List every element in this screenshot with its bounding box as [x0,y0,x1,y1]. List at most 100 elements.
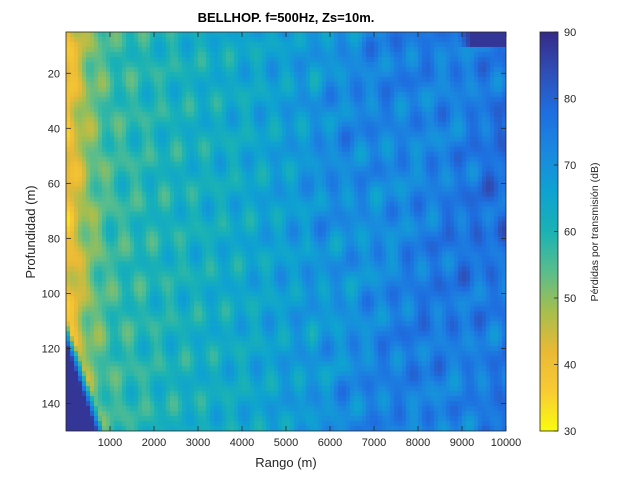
heatmap-cell [338,191,343,198]
heatmap-cell [234,136,239,143]
heatmap-cell [314,136,319,143]
heatmap-cell [174,51,179,58]
heatmap-cell [298,171,303,178]
heatmap-cell [158,256,163,263]
heatmap-cell [318,141,323,148]
heatmap-cell [422,171,427,178]
heatmap-cell [374,161,379,168]
heatmap-cell [210,126,215,133]
heatmap-cell [210,71,215,78]
heatmap-cell [426,36,431,43]
heatmap-cell [122,201,127,208]
heatmap-cell [326,211,331,218]
heatmap-cell [198,176,203,183]
heatmap-cell [290,66,295,73]
heatmap-cell [90,131,95,138]
heatmap-cell [126,61,131,68]
heatmap-cell [162,251,167,258]
heatmap-cell [66,216,71,223]
heatmap-cell [466,76,471,83]
heatmap-cell [414,131,419,138]
heatmap-cell [130,36,135,43]
heatmap-cell [154,86,159,93]
heatmap-cell [266,186,271,193]
heatmap-cell [434,231,439,238]
heatmap-cell [434,236,439,243]
heatmap-cell [126,156,131,163]
heatmap-cell [210,36,215,43]
heatmap-cell [342,236,347,243]
heatmap-cell [238,161,243,168]
heatmap-cell [454,111,459,118]
heatmap-cell [346,101,351,108]
heatmap-cell [466,251,471,258]
heatmap-cell [114,131,119,138]
heatmap-cell [194,151,199,158]
heatmap-cell [78,256,83,263]
heatmap-cell [322,211,327,218]
heatmap-cell [410,161,415,168]
heatmap-cell [150,66,155,73]
heatmap-cell [290,171,295,178]
heatmap-cell [406,51,411,58]
heatmap-cell [430,176,435,183]
heatmap-cell [350,146,355,153]
heatmap-cell [494,76,499,83]
heatmap-cell [362,201,367,208]
heatmap-cell [158,211,163,218]
heatmap-cell [474,176,479,183]
heatmap-cell [78,91,83,98]
heatmap-cell [250,121,255,128]
heatmap-cell [474,116,479,123]
heatmap-cell [334,231,339,238]
heatmap-cell [102,251,107,258]
heatmap-cell [286,121,291,128]
heatmap-cell [454,36,459,43]
heatmap-cell [238,116,243,123]
heatmap-cell [378,71,383,78]
heatmap-cell [182,71,187,78]
heatmap-cell [498,186,503,193]
heatmap-cell [278,146,283,153]
heatmap-cell [78,66,83,73]
heatmap-cell [490,56,495,63]
heatmap-cell [366,81,371,88]
heatmap-cell [170,211,175,218]
heatmap-cell [202,51,207,58]
heatmap-cell [254,61,259,68]
heatmap-cell [86,216,91,223]
heatmap-cell [430,146,435,153]
heatmap-cell [350,101,355,108]
heatmap-cell [182,221,187,228]
heatmap-cell [382,191,387,198]
heatmap-cell [474,201,479,208]
heatmap-cell [402,96,407,103]
heatmap-cell [86,211,91,218]
heatmap-cell [502,221,506,228]
heatmap-cell [498,201,503,208]
heatmap-cell [386,141,391,148]
heatmap-cell [286,206,291,213]
heatmap-cell [98,46,103,53]
heatmap-cell [494,66,499,73]
heatmap-cell [166,36,171,43]
heatmap-cell [258,71,263,78]
heatmap-cell [242,201,247,208]
heatmap-cell [414,216,419,223]
heatmap-cell [294,106,299,113]
heatmap-cell [358,116,363,123]
heatmap-cell [106,201,111,208]
heatmap-cell [362,96,367,103]
heatmap-cell [70,256,75,263]
heatmap-cell [174,196,179,203]
heatmap-cell [150,136,155,143]
heatmap-cell [206,246,211,253]
heatmap-cell [158,141,163,148]
heatmap-cell [378,206,383,213]
heatmap-cell [326,156,331,163]
heatmap-cell [422,111,427,118]
heatmap-cell [146,246,151,253]
heatmap-cell [298,146,303,153]
heatmap-cell [494,86,499,93]
heatmap-cell [178,241,183,248]
